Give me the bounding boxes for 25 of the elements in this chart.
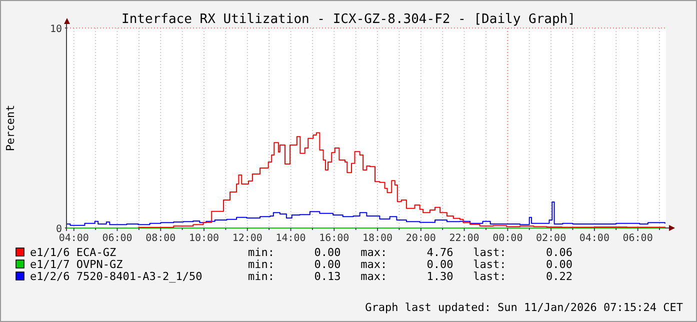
y-tick-label: 10 (50, 24, 62, 35)
legend-label: e1/2/6 7520-8401-A3-2_1/50 (30, 270, 202, 283)
x-tick-label: 00:00 (492, 233, 523, 244)
x-tick-label: 12:00 (232, 233, 262, 244)
x-tick-label: 22:00 (449, 233, 480, 244)
y-axis-title: Percent (4, 104, 17, 152)
x-tick-label: 16:00 (319, 233, 350, 244)
x-tick-label: 10:00 (188, 233, 220, 244)
chart-title: Interface RX Utilization - ICX-GZ-8.304-F2 - [Daily Graph] (122, 12, 576, 27)
x-tick-label: 08:00 (146, 233, 176, 244)
x-tick-label: 02:00 (536, 233, 566, 244)
text: min: 0.00 max: 4.76 last: 0.06 (248, 246, 573, 259)
x-tick-label: 06:00 (102, 233, 132, 244)
x-tick-label: 20:00 (406, 233, 436, 244)
x-tick-label: 04:00 (579, 233, 610, 244)
legend-label: e1/1/7 OVPN-GZ (30, 258, 124, 271)
x-tick-label: 04:00 (58, 233, 89, 244)
text: min: 0.00 max: 0.00 last: 0.00 (248, 258, 573, 271)
text: Graph last updated: Sun 11/Jan/2026 07:15:24 CET (365, 301, 684, 314)
x-tick-label: 14:00 (276, 233, 306, 244)
legend-label: e1/1/6 ECA-GZ (30, 246, 116, 259)
text: min: 0.13 max: 1.30 last: 0.22 (248, 270, 573, 283)
x-tick-label: 18:00 (362, 233, 393, 244)
x-tick-label: 06:00 (622, 233, 653, 244)
y-tick-label: 0 (56, 224, 62, 235)
